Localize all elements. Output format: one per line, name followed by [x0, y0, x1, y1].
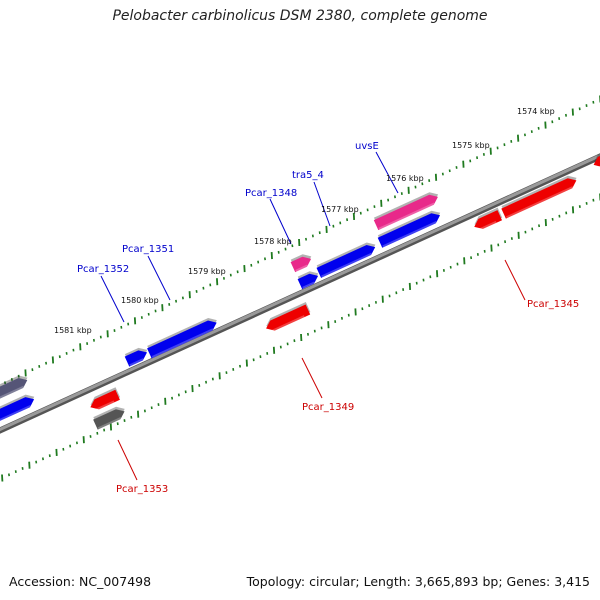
- gene-edge-right: [593, 155, 600, 167]
- gene-label-tra5_4[interactable]: tra5_4: [292, 170, 324, 181]
- gene-Pcar_1351-highlight: [151, 328, 214, 358]
- gene-uvsE: [377, 213, 441, 248]
- gene-Pcar_1348-rna-highlight: [295, 264, 308, 272]
- gene-features: [0, 153, 600, 430]
- gene-Pcar_1345: [501, 178, 577, 219]
- kbp-label-1575: 1575 kbp: [452, 141, 490, 150]
- gene-Pcar_1348-highlight: [302, 281, 315, 289]
- gene-tra5_4-highlight: [321, 252, 373, 278]
- kbp-label-1579: 1579 kbp: [188, 267, 226, 276]
- gene-label-uvsE[interactable]: uvsE: [355, 141, 379, 152]
- genome-title: Pelobacter carbinolicus DSM 2380, comple…: [112, 8, 488, 24]
- gene-Pcar_1345b: [474, 210, 503, 229]
- gene-Pcar_1352: [124, 350, 148, 367]
- connector-uvsE: [375, 151, 399, 194]
- kbp-label-1576: 1576 kbp: [386, 174, 424, 183]
- kbp-label-1581: 1581 kbp: [54, 326, 92, 335]
- connector-Pcar_1345: [504, 259, 526, 301]
- gene-Pcar_1353-highlight: [92, 400, 115, 412]
- gene-Pcar_1345b-highlight: [476, 220, 497, 232]
- kbp-label-1577: 1577 kbp: [321, 205, 359, 214]
- gene-left-forward-highlight: [0, 404, 31, 421]
- gene-Pcar_1345-highlight: [505, 186, 574, 219]
- outer-tick-track: [4, 95, 600, 385]
- connector-tra5_4: [313, 181, 331, 227]
- gene-left-pseudo-highlight: [0, 385, 25, 399]
- connector-Pcar_1353: [117, 439, 138, 481]
- gene-uvsE-rna: [373, 194, 438, 231]
- gene-label-Pcar_1349[interactable]: Pcar_1349: [302, 402, 354, 413]
- gene-Pcar_1349: [266, 304, 311, 331]
- gene-tra5_4: [316, 245, 376, 278]
- gene-Pcar_1353-pseudo: [93, 409, 125, 430]
- gene-Pcar_1353: [90, 389, 120, 410]
- gene-Pcar_1348-rna: [290, 256, 312, 273]
- connector-Pcar_1351: [147, 255, 171, 301]
- gene-edge-right-highlight: [595, 165, 600, 170]
- gene-label-Pcar_1348[interactable]: Pcar_1348: [245, 188, 297, 199]
- gene-left-pseudo: [0, 378, 28, 399]
- connector-Pcar_1348: [269, 198, 292, 245]
- genome-stats: Topology: circular; Length: 3,665,893 bp…: [246, 574, 590, 589]
- inner-tick-track: [1, 193, 600, 482]
- gene-Pcar_1348: [297, 273, 319, 290]
- gene-Pcar_1352-highlight: [129, 358, 144, 367]
- kbp-label-1574: 1574 kbp: [517, 107, 555, 116]
- connector-Pcar_1352: [100, 275, 125, 323]
- gene-uvsE-highlight: [382, 220, 437, 248]
- gene-label-Pcar_1345[interactable]: Pcar_1345: [527, 299, 579, 310]
- gene-Pcar_1351: [147, 320, 217, 359]
- gene-label-Pcar_1352[interactable]: Pcar_1352: [77, 264, 129, 275]
- gene-uvsE-rna-highlight: [378, 202, 435, 230]
- gene-Pcar_1353-pseudo-highlight: [97, 417, 122, 430]
- gene-label-Pcar_1351[interactable]: Pcar_1351: [122, 244, 174, 255]
- accession-label: Accession: NC_007498: [9, 574, 152, 589]
- gene-left-forward: [0, 397, 35, 421]
- label-connectors: [100, 151, 526, 481]
- gene-label-Pcar_1353[interactable]: Pcar_1353: [116, 484, 168, 495]
- kbp-label-1578: 1578 kbp: [254, 237, 292, 246]
- connector-Pcar_1349: [301, 357, 323, 399]
- genome-backbone: [0, 153, 600, 432]
- gene-Pcar_1349-highlight: [268, 315, 305, 334]
- kbp-label-1580: 1580 kbp: [121, 296, 159, 305]
